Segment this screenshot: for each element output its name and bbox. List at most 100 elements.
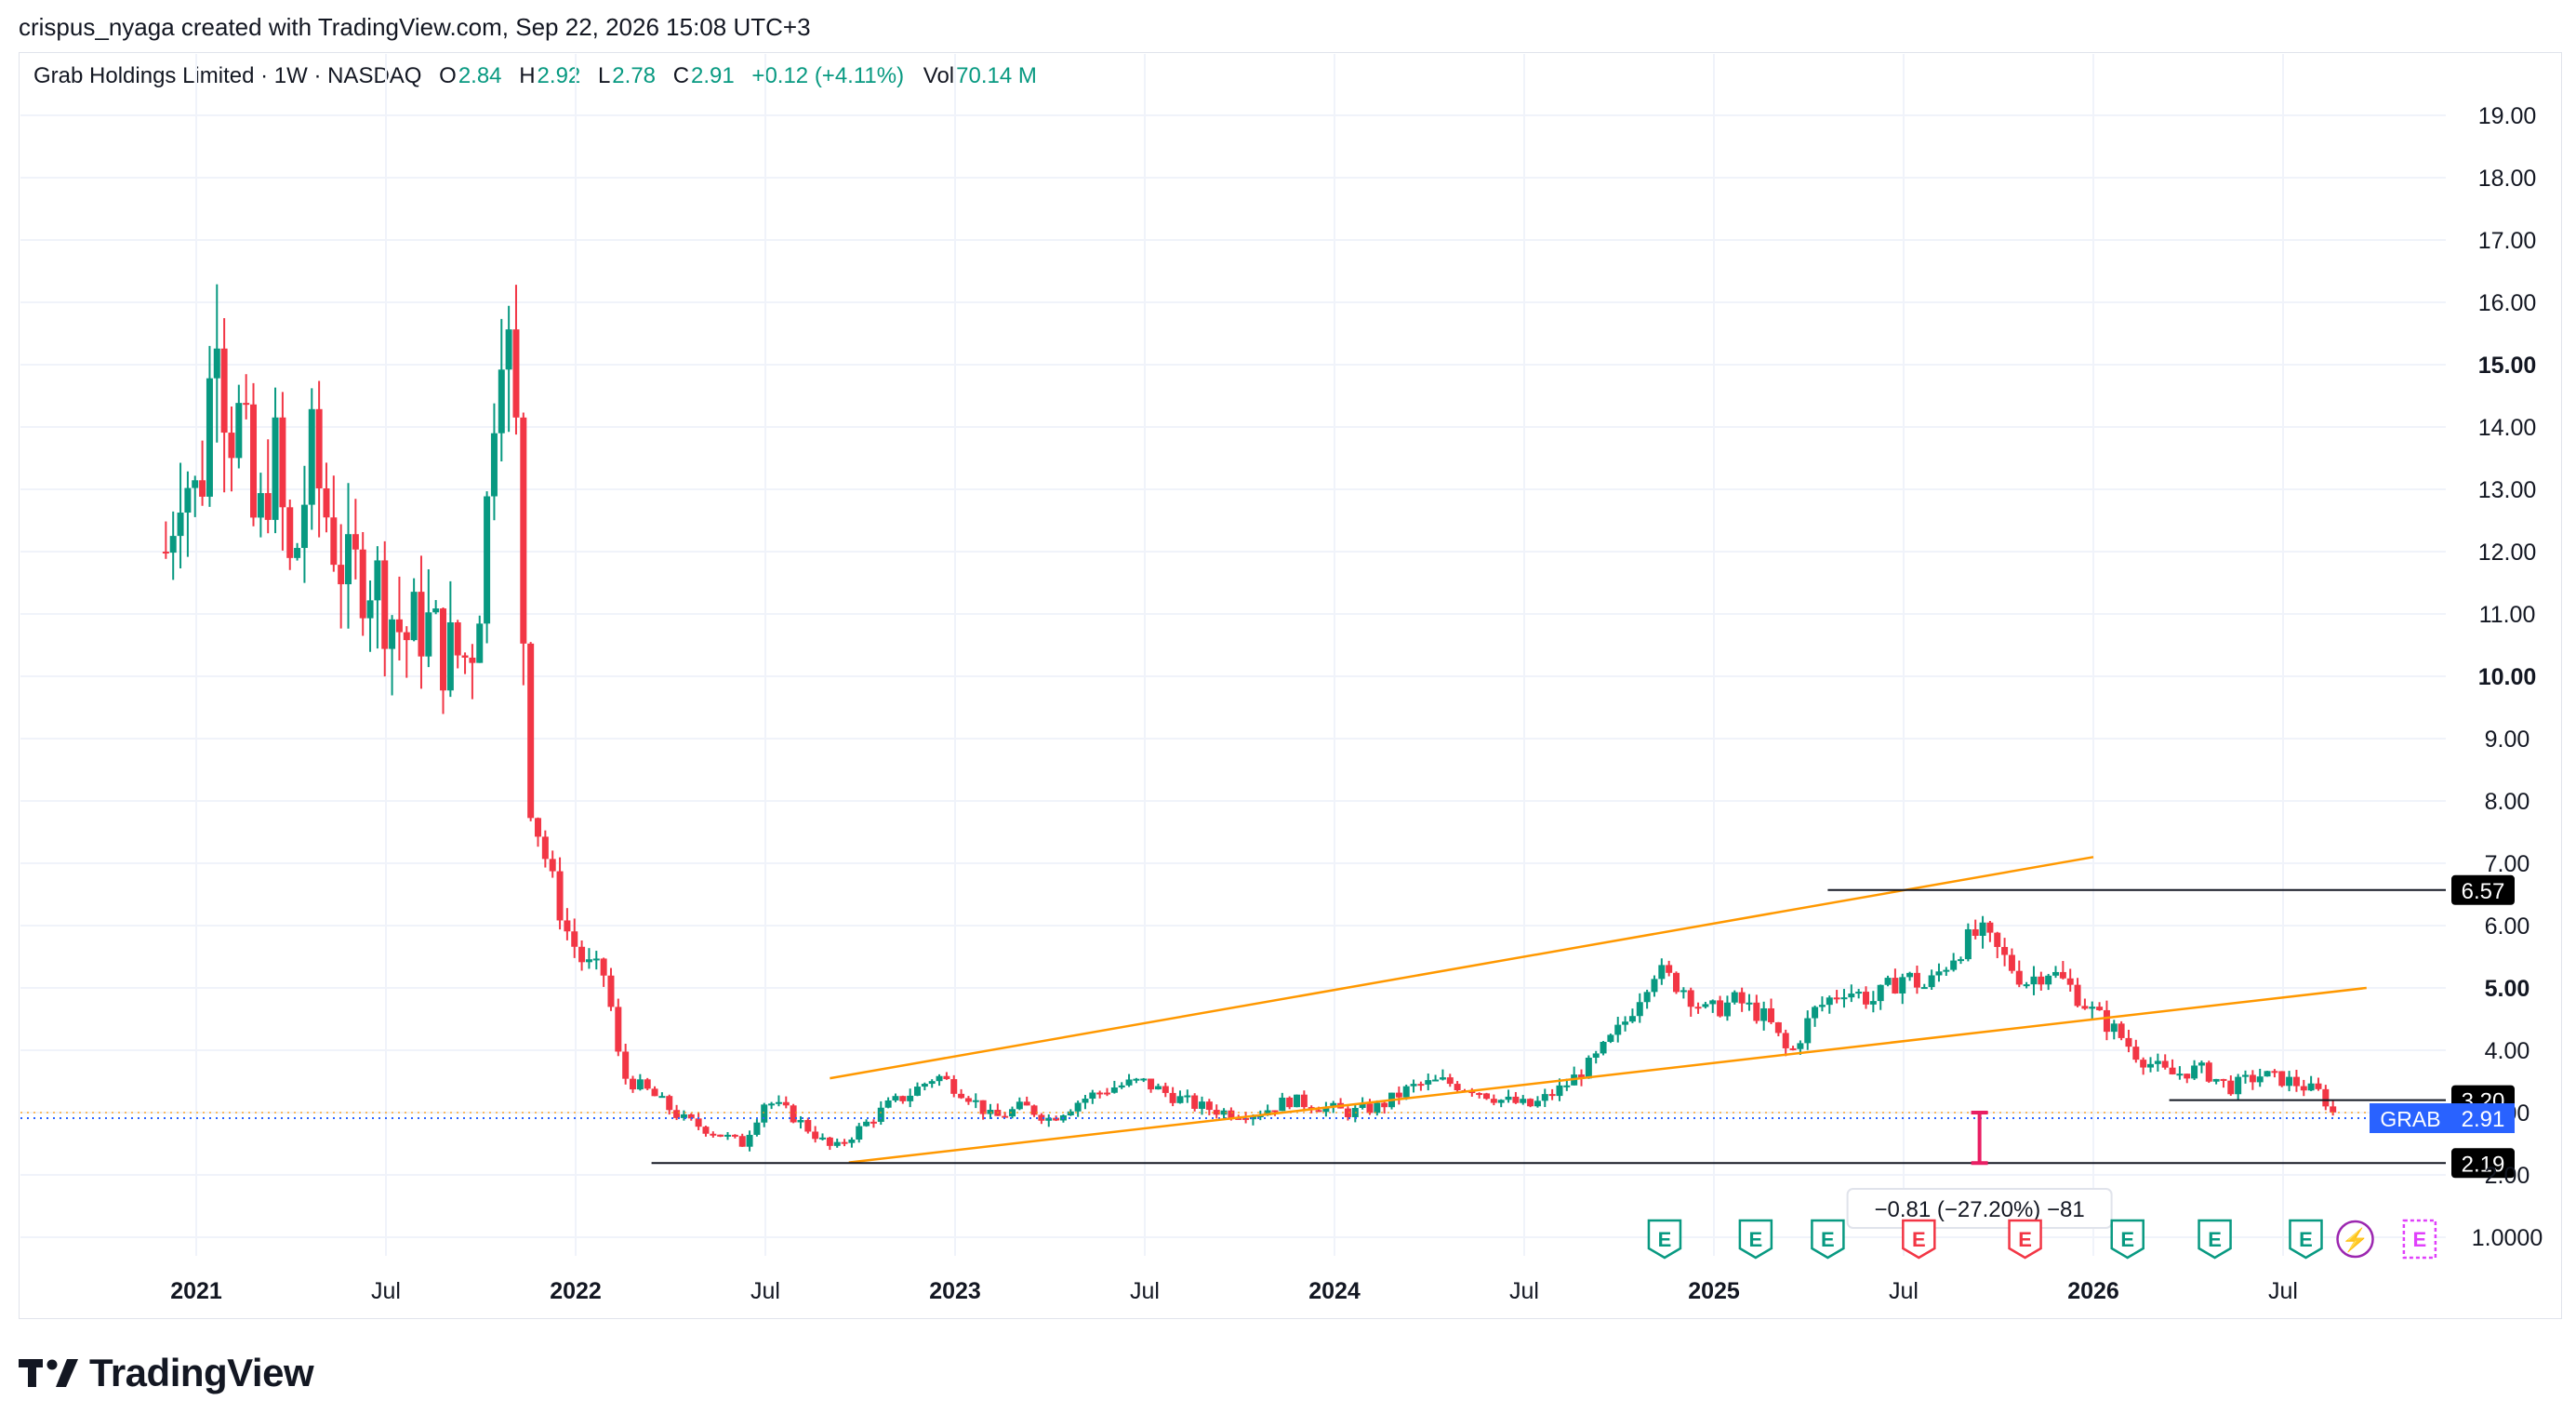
future-earnings-icon[interactable] [2402,1219,2437,1260]
candle-body [512,329,520,418]
earnings-event-icon[interactable] [1647,1219,1682,1260]
candle-body [1622,1021,1629,1025]
earnings-event-icon[interactable] [1902,1219,1936,1260]
candle-body [1782,1033,1789,1048]
candle-body [1774,1021,1782,1034]
candle-body [418,592,425,657]
legend-symbol[interactable]: Grab Holdings Limited · 1W · NASDAQ [33,63,422,88]
candle-body [2045,975,2052,985]
future-earnings-letter: E [2413,1228,2427,1251]
candle-body [1359,1103,1366,1109]
candle-body [1768,1007,1775,1022]
candle-body [1592,1053,1600,1059]
candle-body [1082,1099,1089,1103]
candle-body [395,619,403,633]
candle-body [804,1120,812,1132]
candle-body [403,632,410,641]
candle-body [2249,1074,2256,1083]
candle-body [374,560,381,601]
candle-body [1826,997,1833,1006]
candle-body [1038,1114,1045,1121]
candle-body [1920,987,1928,990]
candle-body [323,487,330,518]
candle-body [1818,1005,1826,1007]
earnings-event-icon[interactable] [2008,1219,2042,1260]
candle-body [192,480,199,488]
candle-body [2286,1076,2293,1087]
tradingview-branding[interactable]: TradingView [19,1349,314,1397]
candle-body [1943,969,1950,972]
candle-body [1717,1000,1724,1017]
candle-body [702,1127,710,1134]
measure-tooltip [1846,1188,2113,1229]
candle-body [257,493,264,518]
candle-body [1541,1094,1548,1101]
candle-body [410,592,418,641]
candle-body [440,608,447,691]
candle-body [1125,1079,1133,1086]
legend-change: +0.12 (+4.11%) [751,63,905,88]
candle-body [294,548,301,558]
channel-upper-trendline[interactable] [830,856,2094,1080]
candle-body [1731,992,1738,1003]
symbol-price-tag[interactable] [2370,1103,2451,1134]
candle-body [1439,1077,1446,1080]
y-axis-tick-label: 7.00 [2485,851,2530,877]
candle-body [1381,1102,1388,1108]
candle-body [746,1134,753,1147]
y-axis-tick-label: 14.00 [2478,415,2537,441]
candle-body [2307,1083,2315,1091]
candle-body [622,1051,630,1079]
candle-body [1366,1103,1374,1114]
candle-body [695,1118,702,1127]
candle-body [1213,1110,1220,1115]
level-price-tag [2451,874,2515,905]
lightning-event-icon[interactable] [2336,1220,2374,1259]
legend-volume: 70.14 M [956,63,1037,88]
candle-body [1454,1084,1461,1091]
candle-body [2038,976,2045,985]
candle-body [1374,1102,1381,1114]
earnings-event-icon[interactable] [2289,1219,2323,1260]
candle-body [1256,1115,1264,1118]
y-axis-tick-label: 16.00 [2478,290,2537,316]
legend-high: 2.92 [537,63,581,88]
level-price-label: 6.57 [2462,879,2505,904]
candle-body [1869,1001,1877,1005]
earnings-event-icon[interactable] [2110,1219,2144,1260]
candle-body [490,433,498,497]
candle-body [535,818,542,837]
earnings-event-icon[interactable] [2198,1219,2232,1260]
candle-body [2023,984,2030,987]
candle-body [1096,1092,1104,1095]
candle-body [1636,1002,1643,1017]
candle-body [1505,1096,1512,1100]
candle-body [1432,1079,1440,1082]
candle-body [505,329,512,370]
candle-body [2330,1106,2337,1113]
symbol-legend: Grab Holdings Limited · 1W · NASDAQ O2.8… [33,63,1039,89]
candle-body [2256,1076,2264,1083]
channel-lower-trendline[interactable] [848,986,2367,1164]
candle-body [432,608,440,613]
candle-body [936,1075,943,1082]
candle-body [775,1101,782,1104]
candle-body [1089,1092,1096,1100]
candle-body [914,1087,922,1096]
candle-body [2140,1060,2147,1068]
candle-body [1958,959,1965,962]
candle-body [1402,1086,1410,1098]
candle-body [2292,1076,2300,1087]
candle-body [1563,1085,1571,1087]
candle-body [1972,928,1979,936]
earnings-event-icon[interactable] [1738,1219,1773,1260]
candle-body [928,1081,936,1085]
lightning-glyph: ⚡ [2342,1227,2370,1253]
candle-body [1199,1101,1206,1109]
candle-body [680,1114,687,1118]
legend-open-label: O [439,63,457,88]
candle-body [1643,992,1651,1003]
earnings-event-icon[interactable] [1811,1219,1845,1260]
candle-body [250,404,258,518]
